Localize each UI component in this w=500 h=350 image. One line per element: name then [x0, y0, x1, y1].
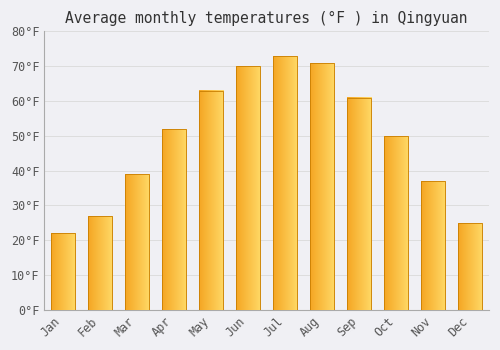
- Bar: [347, 98, 372, 310]
- Bar: [310, 63, 334, 310]
- Bar: [384, 136, 408, 310]
- Bar: [125, 174, 149, 310]
- Bar: [422, 181, 446, 310]
- Title: Average monthly temperatures (°F ) in Qingyuan: Average monthly temperatures (°F ) in Qi…: [66, 11, 468, 26]
- Bar: [88, 216, 112, 310]
- Bar: [162, 129, 186, 310]
- Bar: [273, 56, 297, 310]
- Bar: [199, 91, 223, 310]
- Bar: [51, 233, 75, 310]
- Bar: [236, 66, 260, 310]
- Bar: [458, 223, 482, 310]
